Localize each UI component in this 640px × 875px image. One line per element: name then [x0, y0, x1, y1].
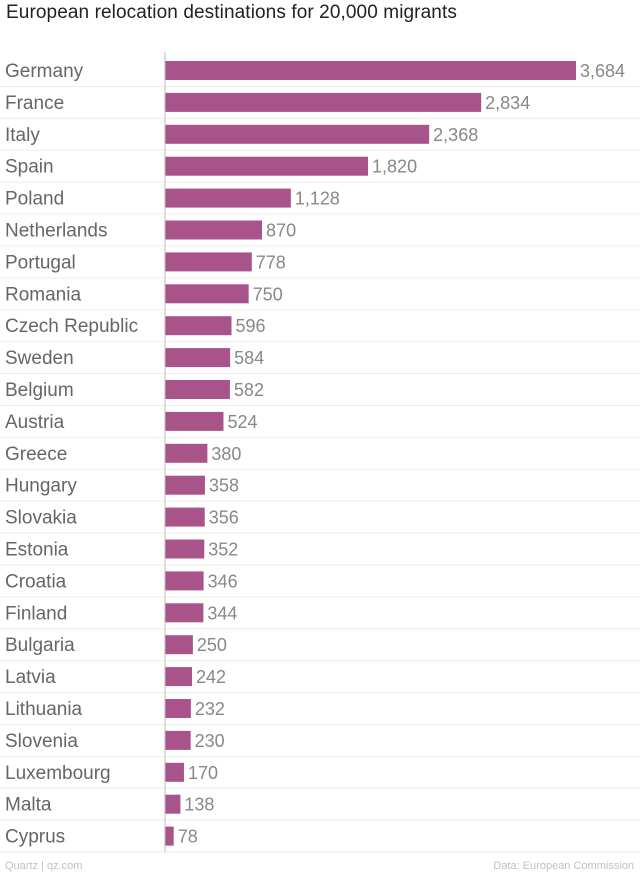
- value-label-germany: 3,684: [580, 61, 625, 81]
- bar-poland: [165, 188, 291, 208]
- value-label-malta: 138: [184, 795, 214, 815]
- value-label-france: 2,834: [485, 93, 530, 113]
- category-label-luxembourg: Luxembourg: [5, 763, 111, 784]
- value-label-hungary: 358: [209, 476, 239, 496]
- category-label-netherlands: Netherlands: [5, 221, 107, 242]
- category-label-lithuania: Lithuania: [5, 699, 83, 720]
- category-label-sweden: Sweden: [5, 348, 74, 369]
- value-label-italy: 2,368: [433, 125, 478, 145]
- bar-italy: [165, 124, 430, 144]
- bar-czech-republic: [165, 316, 232, 336]
- category-label-italy: Italy: [5, 125, 40, 146]
- category-label-latvia: Latvia: [5, 667, 56, 688]
- bar-estonia: [165, 539, 205, 559]
- value-label-estonia: 352: [208, 540, 238, 560]
- category-label-cyprus: Cyprus: [5, 827, 65, 848]
- value-label-finland: 344: [207, 603, 237, 623]
- bar-hungary: [165, 475, 205, 495]
- bar-france: [165, 92, 482, 112]
- value-label-slovenia: 230: [195, 731, 225, 751]
- bars: [165, 61, 576, 846]
- category-label-malta: Malta: [5, 795, 52, 816]
- category-label-croatia: Croatia: [5, 571, 67, 592]
- gridlines: [0, 85, 640, 853]
- bar-cyprus: [165, 826, 174, 846]
- value-label-austria: 524: [227, 412, 257, 432]
- category-labels: Germany France Italy Spain Poland Netherlands…: [5, 61, 138, 848]
- value-labels: 3,684 2,834 2,368 1,820 1,128 870 778 750 596 584…: [178, 61, 625, 847]
- bar-spain: [165, 156, 369, 176]
- bar-belgium: [165, 380, 230, 399]
- value-label-portugal: 778: [256, 252, 286, 272]
- chart-title: European relocation destinations for 20,…: [6, 2, 457, 23]
- bar-romania: [165, 284, 249, 304]
- bar-netherlands: [165, 220, 263, 240]
- bar-finland: [165, 603, 204, 623]
- value-label-bulgaria: 250: [197, 635, 227, 655]
- bar-lithuania: [165, 699, 191, 718]
- category-label-czech-republic: Czech Republic: [5, 316, 138, 337]
- value-label-spain: 1,820: [372, 157, 417, 177]
- category-label-hungary: Hungary: [5, 476, 77, 497]
- category-label-romania: Romania: [5, 284, 81, 305]
- category-label-france: France: [5, 93, 64, 114]
- bar-croatia: [165, 571, 204, 591]
- value-label-czech-republic: 596: [235, 316, 265, 336]
- bar-sweden: [165, 348, 231, 368]
- footer-source-right: Data: European Commission: [493, 860, 634, 872]
- value-label-greece: 380: [211, 444, 241, 464]
- value-label-luxembourg: 170: [188, 763, 218, 783]
- category-label-portugal: Portugal: [5, 252, 76, 273]
- category-label-poland: Poland: [5, 189, 64, 210]
- value-label-netherlands: 870: [266, 221, 296, 241]
- footer-source-left: Quartz | qz.com: [5, 860, 83, 872]
- category-label-greece: Greece: [5, 444, 67, 465]
- value-label-sweden: 584: [234, 348, 264, 368]
- value-label-belgium: 582: [234, 380, 264, 400]
- bar-malta: [165, 794, 181, 814]
- bar-austria: [165, 411, 224, 431]
- value-label-croatia: 346: [208, 571, 238, 591]
- category-label-austria: Austria: [5, 412, 65, 433]
- value-label-romania: 750: [253, 284, 283, 304]
- category-label-bulgaria: Bulgaria: [5, 635, 75, 656]
- bar-portugal: [165, 252, 252, 272]
- category-label-estonia: Estonia: [5, 540, 69, 561]
- bar-luxembourg: [165, 762, 184, 782]
- category-label-slovakia: Slovakia: [5, 508, 77, 529]
- category-label-slovenia: Slovenia: [5, 731, 78, 752]
- bar-bulgaria: [165, 635, 193, 655]
- value-label-poland: 1,128: [295, 189, 340, 209]
- value-label-slovakia: 356: [209, 508, 239, 528]
- value-label-cyprus: 78: [178, 827, 198, 847]
- value-label-latvia: 242: [196, 667, 226, 687]
- category-label-finland: Finland: [5, 603, 67, 624]
- bar-germany: [165, 61, 576, 80]
- value-label-lithuania: 232: [195, 699, 225, 719]
- category-label-germany: Germany: [5, 61, 84, 82]
- category-label-spain: Spain: [5, 157, 54, 178]
- category-label-belgium: Belgium: [5, 380, 74, 401]
- bar-slovakia: [165, 507, 205, 527]
- bar-greece: [165, 443, 208, 463]
- bar-latvia: [165, 667, 192, 687]
- bar-slovenia: [165, 730, 191, 750]
